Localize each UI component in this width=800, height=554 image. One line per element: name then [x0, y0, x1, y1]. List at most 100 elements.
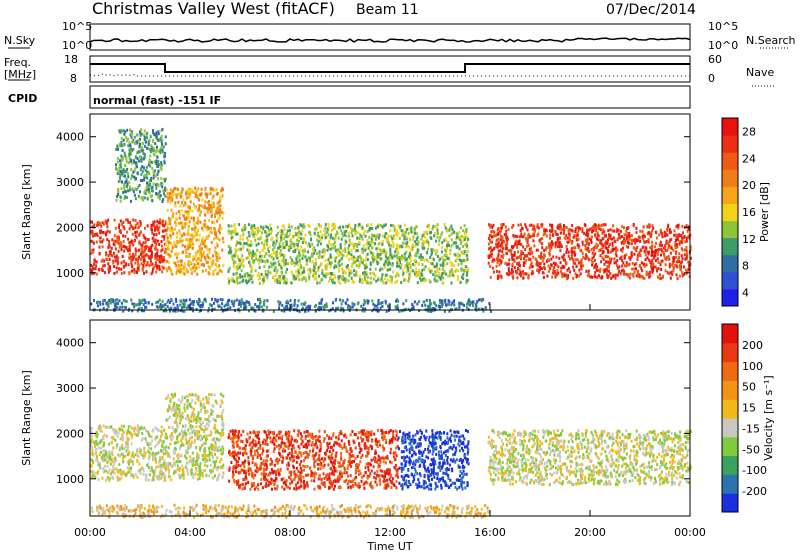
data-cell	[127, 161, 130, 165]
data-cell	[305, 279, 308, 283]
data-cell	[428, 269, 431, 273]
data-cell	[265, 260, 268, 264]
data-cell	[140, 300, 142, 304]
data-cell	[203, 204, 206, 208]
data-cell	[536, 223, 539, 227]
data-cell	[514, 242, 517, 246]
data-cell	[543, 229, 546, 233]
data-cell	[510, 248, 513, 252]
data-cell	[209, 257, 212, 261]
data-cell	[217, 304, 220, 308]
data-cell	[276, 236, 279, 240]
data-cell	[92, 461, 94, 465]
data-cell	[353, 260, 356, 264]
data-cell	[257, 271, 260, 275]
data-cell	[331, 246, 334, 250]
data-cell	[490, 230, 493, 234]
data-cell	[445, 249, 448, 253]
data-cell	[575, 264, 578, 268]
data-cell	[251, 231, 254, 234]
data-cell	[136, 151, 139, 155]
data-cell	[405, 235, 408, 239]
data-cell	[141, 149, 144, 153]
data-cell	[123, 186, 125, 190]
data-cell	[249, 253, 252, 257]
data-cell	[403, 278, 405, 282]
data-cell	[147, 187, 150, 191]
data-cell	[375, 304, 378, 308]
data-cell	[418, 255, 421, 259]
data-cell	[160, 254, 163, 258]
data-cell	[458, 307, 461, 311]
data-cell	[455, 307, 458, 311]
data-cell	[117, 170, 120, 174]
data-cell	[577, 237, 580, 241]
data-cell	[373, 255, 376, 259]
data-cell	[151, 185, 154, 189]
data-cell	[536, 261, 539, 265]
data-cell	[234, 227, 237, 231]
data-cell	[375, 238, 377, 241]
data-cell	[363, 270, 366, 274]
data-cell	[139, 137, 141, 141]
data-cell	[207, 203, 210, 207]
data-cell	[156, 219, 159, 223]
data-cell	[591, 228, 594, 232]
data-cell	[396, 279, 399, 283]
data-cell	[155, 301, 158, 305]
data-cell	[135, 303, 138, 307]
data-cell	[290, 281, 293, 285]
data-cell	[429, 304, 432, 308]
data-cell	[178, 263, 181, 267]
data-cell	[549, 229, 552, 233]
data-cell	[333, 246, 336, 250]
data-cell	[145, 165, 148, 169]
data-cell	[609, 272, 612, 276]
data-cell	[516, 276, 519, 280]
data-cell	[379, 252, 382, 256]
data-cell	[440, 250, 443, 254]
data-cell	[297, 234, 300, 238]
data-cell	[192, 255, 195, 259]
data-cell	[148, 264, 151, 268]
data-cell	[250, 274, 253, 278]
data-cell	[344, 247, 347, 251]
data-cell	[678, 242, 681, 246]
data-cell	[216, 300, 219, 304]
data-cell	[514, 234, 517, 238]
data-cell	[647, 223, 650, 227]
data-cell	[114, 298, 117, 302]
data-cell	[647, 238, 650, 241]
data-cell	[410, 307, 413, 311]
data-cell	[581, 243, 584, 247]
data-cell	[530, 234, 533, 238]
data-cell	[352, 255, 355, 259]
data-cell	[340, 302, 343, 306]
data-cell	[552, 268, 555, 272]
data-cell	[595, 246, 598, 250]
data-cell	[413, 300, 416, 304]
data-cell	[396, 250, 399, 254]
data-cell	[132, 218, 135, 222]
data-cell	[443, 263, 446, 267]
data-cell	[662, 246, 665, 250]
data-cell	[202, 252, 205, 256]
data-cell	[658, 233, 661, 237]
data-cell	[242, 237, 244, 241]
data-cell	[636, 254, 639, 258]
data-cell	[586, 248, 589, 252]
data-cell	[307, 250, 310, 254]
data-cell	[614, 252, 617, 256]
data-cell	[536, 263, 539, 267]
data-cell	[411, 230, 414, 234]
data-cell	[403, 223, 406, 227]
data-cell	[278, 251, 281, 255]
data-cell	[204, 299, 207, 303]
data-cell	[371, 309, 374, 313]
data-cell	[314, 271, 317, 275]
data-cell	[203, 298, 206, 302]
data-cell	[324, 236, 327, 240]
data-cell	[153, 233, 156, 237]
data-cell	[519, 256, 522, 259]
data-cell	[379, 268, 381, 272]
